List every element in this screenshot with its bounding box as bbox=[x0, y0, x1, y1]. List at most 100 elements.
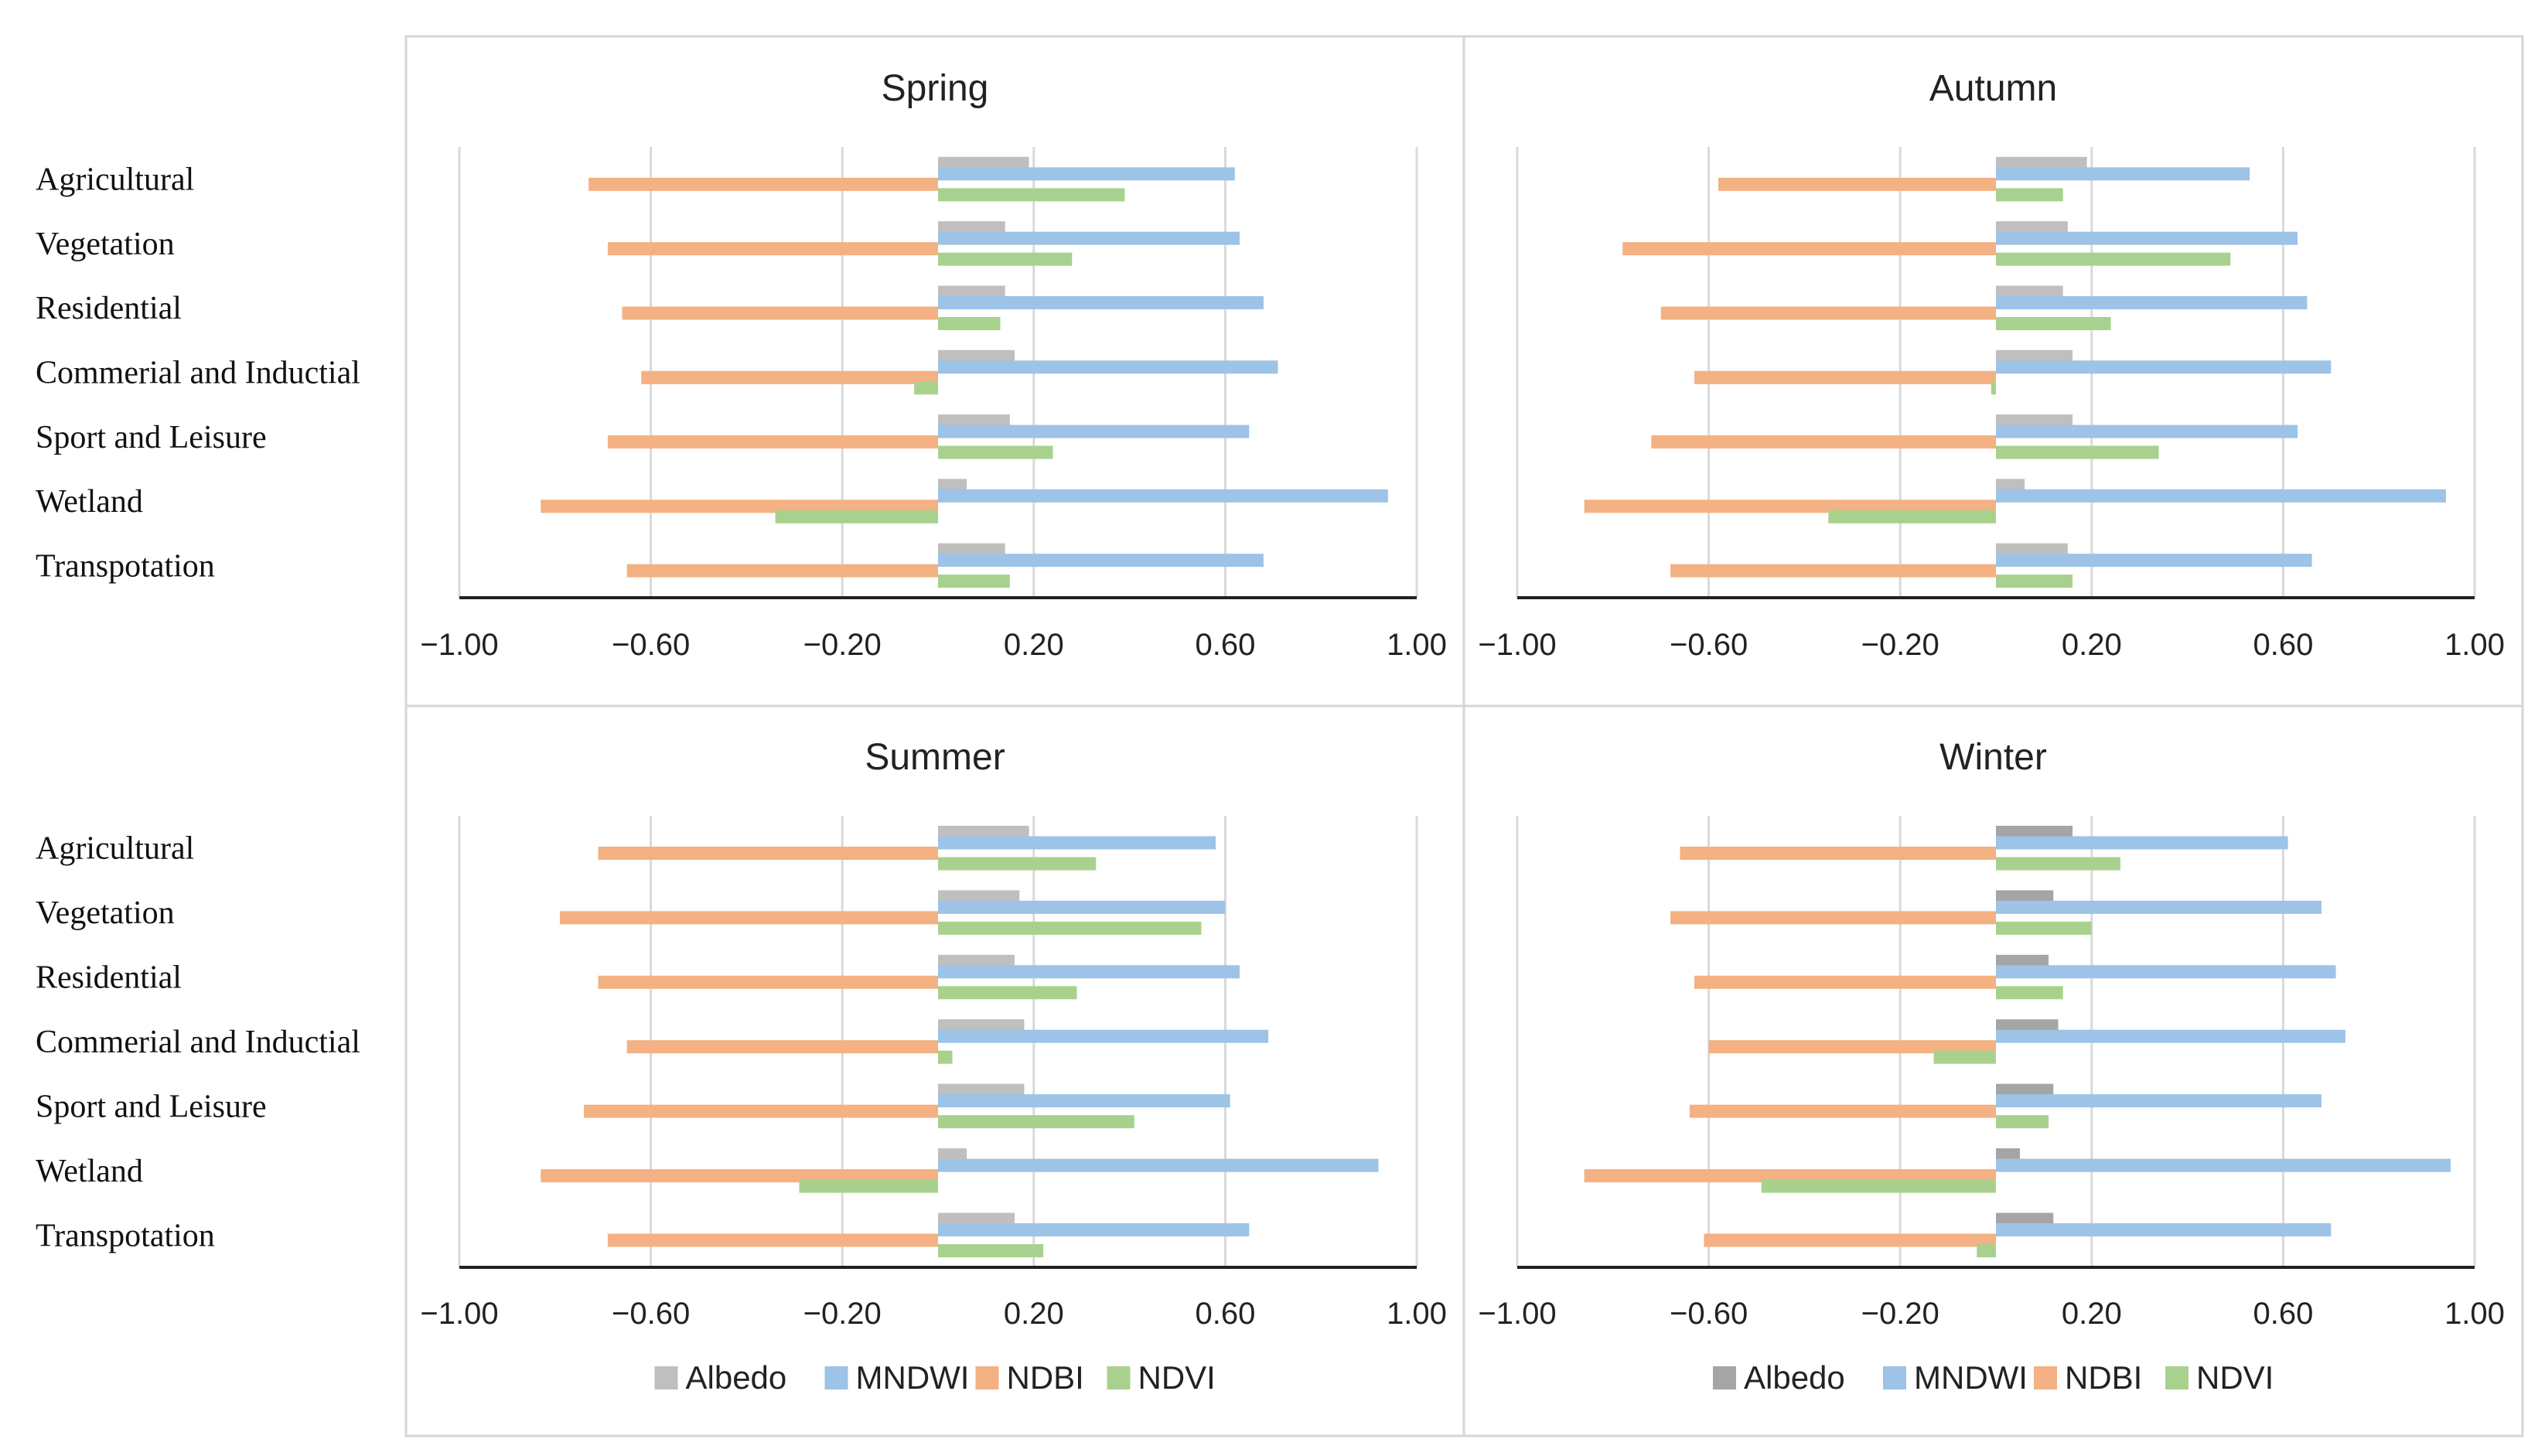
bar-albedo-commerial-and-inductial bbox=[1996, 350, 2073, 363]
bar-ndbi-agricultural bbox=[1680, 846, 1996, 860]
bar-mndwi-wetland bbox=[1996, 489, 2446, 503]
bar-ndvi-wetland bbox=[775, 510, 938, 523]
bar-ndvi-agricultural bbox=[938, 188, 1125, 202]
x-tick-label: −1.00 bbox=[1478, 628, 1556, 662]
legend-swatch-ndbi bbox=[975, 1366, 999, 1390]
bar-mndwi-commerial-and-inductial bbox=[1996, 1029, 2345, 1043]
bar-ndbi-commerial-and-inductial bbox=[641, 370, 938, 384]
bar-mndwi-wetland bbox=[1996, 1158, 2451, 1172]
bar-mndwi-residential bbox=[1996, 295, 2308, 309]
bar-albedo-wetland bbox=[938, 1148, 967, 1162]
bar-albedo-residential bbox=[938, 954, 1015, 968]
bar-ndbi-transpotation bbox=[626, 564, 938, 578]
bar-mndwi-agricultural bbox=[1996, 836, 2288, 850]
bar-mndwi-agricultural bbox=[1996, 167, 2250, 181]
category-label-vegetation: Vegetation bbox=[36, 227, 175, 262]
bar-albedo-residential bbox=[938, 285, 1005, 299]
bar-mndwi-residential bbox=[938, 295, 1264, 309]
bar-ndbi-sport-and-leisure bbox=[583, 1104, 938, 1118]
category-label-commerial-and-inductial: Commerial and Inductial bbox=[36, 1025, 360, 1060]
bar-ndvi-sport-and-leisure bbox=[1996, 1115, 2049, 1129]
legend: Albedo MNDWI NDBI NDVI bbox=[654, 1359, 1216, 1396]
bar-ndbi-wetland bbox=[1584, 500, 1996, 513]
bar-albedo-transpotation bbox=[1996, 1212, 2054, 1226]
bar-ndvi-wetland bbox=[1828, 510, 1996, 523]
bar-albedo-agricultural bbox=[1996, 156, 2087, 170]
category-label-agricultural: Agricultural bbox=[36, 162, 194, 198]
bar-ndbi-sport-and-leisure bbox=[1651, 435, 1996, 449]
legend-label-ndbi: NDBI bbox=[2065, 1359, 2142, 1396]
chart-panel-winter: Winter −1.00 −0.60 −0.20 0.20 0.60 1.00 Albedo M… bbox=[1462, 704, 2524, 1437]
bar-ndbi-vegetation bbox=[559, 911, 938, 925]
bar-ndbi-vegetation bbox=[1670, 911, 1996, 925]
bar-ndvi-sport-and-leisure bbox=[1996, 445, 2159, 459]
bar-mndwi-sport-and-leisure bbox=[1996, 425, 2298, 438]
legend-label-mndwi: MNDWI bbox=[856, 1359, 970, 1396]
chart-panel-spring: Spring −1.00 −0.60 −0.20 0.20 0.60 1.00 bbox=[404, 35, 1465, 708]
bar-ndbi-transpotation bbox=[1704, 1233, 1996, 1247]
category-label-sport-and-leisure: Sport and Leisure bbox=[36, 1089, 267, 1124]
bar-ndbi-residential bbox=[598, 975, 938, 989]
bar-ndvi-transpotation bbox=[1977, 1244, 1996, 1258]
bar-mndwi-vegetation bbox=[938, 900, 1226, 914]
x-tick-label: 1.00 bbox=[2444, 628, 2505, 662]
bar-ndbi-wetland bbox=[1584, 1169, 1996, 1183]
legend-label-ndvi: NDVI bbox=[2196, 1359, 2274, 1396]
bar-mndwi-commerial-and-inductial bbox=[1996, 360, 2332, 374]
bar-albedo-sport-and-leisure bbox=[1996, 1083, 2054, 1097]
x-tick-label: 1.00 bbox=[2444, 1297, 2505, 1331]
bar-albedo-wetland bbox=[1996, 1148, 2020, 1162]
bar-ndvi-wetland bbox=[799, 1179, 938, 1193]
category-label-wetland: Wetland bbox=[36, 1154, 143, 1189]
x-tick-label: −1.00 bbox=[1478, 1297, 1556, 1331]
bar-ndvi-transpotation bbox=[1996, 575, 2073, 588]
legend: Albedo MNDWI NDBI NDVI bbox=[1713, 1359, 2274, 1396]
x-tick-label: −0.20 bbox=[1861, 1297, 1939, 1331]
bar-ndbi-wetland bbox=[541, 1169, 938, 1183]
bar-mndwi-transpotation bbox=[938, 554, 1264, 568]
x-tick-label: 0.60 bbox=[1195, 628, 1255, 662]
bar-albedo-wetland bbox=[1996, 479, 2025, 493]
category-label-transpotation: Transpotation bbox=[36, 1218, 215, 1253]
bar-albedo-vegetation bbox=[938, 221, 1005, 235]
x-tick-label: 0.20 bbox=[1004, 1297, 1064, 1331]
legend-swatch-albedo bbox=[654, 1366, 678, 1390]
bar-ndvi-sport-and-leisure bbox=[938, 1115, 1134, 1129]
legend-label-albedo: Albedo bbox=[686, 1359, 787, 1396]
legend-swatch-albedo bbox=[1713, 1366, 1736, 1390]
x-tick-label: −0.60 bbox=[1670, 628, 1748, 662]
category-label-transpotation: Transpotation bbox=[36, 548, 215, 584]
legend-swatch-ndvi bbox=[1107, 1366, 1131, 1390]
bar-mndwi-sport-and-leisure bbox=[1996, 1094, 2322, 1108]
bar-albedo-vegetation bbox=[938, 890, 1020, 904]
bar-ndbi-commerial-and-inductial bbox=[626, 1040, 938, 1054]
bar-ndbi-agricultural bbox=[1718, 177, 1996, 191]
bar-ndvi-vegetation bbox=[938, 921, 1202, 935]
legend-label-mndwi: MNDWI bbox=[1914, 1359, 2028, 1396]
bar-mndwi-agricultural bbox=[938, 836, 1216, 850]
bar-albedo-vegetation bbox=[1996, 890, 2054, 904]
x-tick-label: −0.20 bbox=[1861, 628, 1939, 662]
bar-ndvi-agricultural bbox=[938, 857, 1097, 871]
legend-swatch-ndbi bbox=[2034, 1366, 2057, 1390]
bar-mndwi-residential bbox=[938, 965, 1240, 979]
bar-ndvi-commerial-and-inductial bbox=[914, 381, 938, 395]
bar-ndvi-vegetation bbox=[1996, 921, 2092, 935]
x-tick-label: 0.60 bbox=[1195, 1297, 1255, 1331]
legend-swatch-mndwi bbox=[824, 1366, 848, 1390]
x-tick-label: 0.20 bbox=[2062, 1297, 2122, 1331]
x-tick-label: −0.60 bbox=[612, 1297, 690, 1331]
x-tick-label: −1.00 bbox=[420, 628, 498, 662]
legend-label-albedo: Albedo bbox=[1744, 1359, 1845, 1396]
bar-ndvi-transpotation bbox=[938, 1244, 1044, 1258]
bar-ndvi-residential bbox=[938, 316, 1001, 330]
x-tick-label: −1.00 bbox=[420, 1297, 498, 1331]
bar-ndvi-wetland bbox=[1761, 1179, 1996, 1193]
bar-ndbi-vegetation bbox=[607, 242, 938, 256]
panel-border bbox=[404, 704, 1465, 1437]
panel-title-summer: Summer bbox=[865, 737, 1005, 778]
bar-albedo-sport-and-leisure bbox=[938, 1083, 1025, 1097]
bar-mndwi-transpotation bbox=[1996, 1223, 2332, 1237]
bar-albedo-sport-and-leisure bbox=[1996, 414, 2073, 428]
